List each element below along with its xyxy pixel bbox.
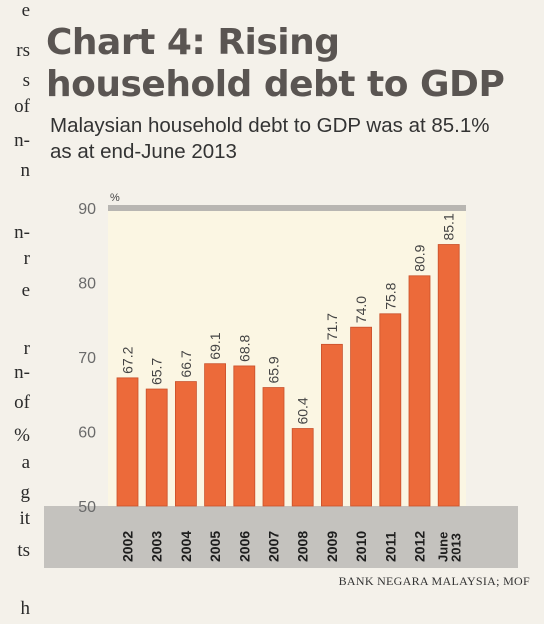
plot-area bbox=[108, 208, 466, 506]
x-tick-label: 2012 bbox=[412, 531, 428, 562]
bar-value-label: 60.4 bbox=[295, 397, 311, 424]
margin-letter: e bbox=[21, 280, 30, 301]
margin-letter: of bbox=[14, 392, 30, 413]
margin-letter: ts bbox=[17, 540, 30, 561]
x-tick-label: 2005 bbox=[207, 531, 223, 562]
bar-value-label: 74.0 bbox=[353, 296, 369, 323]
bar-value-label: 66.7 bbox=[178, 350, 194, 377]
bar-value-label: 67.2 bbox=[120, 346, 136, 373]
margin-letter: s bbox=[22, 70, 30, 91]
bar-value-label: 85.1 bbox=[441, 213, 457, 240]
chart-title: Chart 4: Rising household debt to GDP bbox=[46, 22, 505, 105]
x-tick-label: 2009 bbox=[324, 531, 340, 562]
bar bbox=[291, 428, 314, 507]
x-tick-label: 2007 bbox=[266, 531, 282, 562]
x-tick-label: 2002 bbox=[120, 531, 136, 562]
bar bbox=[408, 275, 431, 507]
margin-letter: of bbox=[14, 96, 30, 117]
bar-value-label: 65.7 bbox=[149, 358, 165, 385]
chart-source: BANK NEGARA MALAYSIA; MOF bbox=[338, 574, 530, 588]
bar bbox=[437, 244, 460, 507]
y-unit-label: % bbox=[110, 192, 120, 204]
margin-letter: r bbox=[23, 338, 30, 359]
x-tick-label: June2013 bbox=[436, 532, 464, 562]
y-tick-label: 50 bbox=[78, 499, 96, 516]
bar-value-label: 69.1 bbox=[207, 332, 223, 359]
bar bbox=[350, 326, 373, 507]
x-tick-label: 2003 bbox=[149, 531, 165, 562]
y-tick-label: 90 bbox=[78, 201, 96, 218]
bar bbox=[233, 365, 256, 507]
x-tick-label: 2011 bbox=[382, 531, 398, 562]
x-tick-label: 2004 bbox=[178, 531, 194, 562]
bar-value-label: 68.8 bbox=[236, 334, 252, 361]
bar bbox=[262, 387, 285, 507]
margin-letter: % bbox=[14, 425, 30, 446]
margin-letter: n- bbox=[14, 222, 30, 243]
margin-letter: n- bbox=[14, 362, 30, 383]
chart-subtitle: Malaysian household debt to GDP was at 8… bbox=[50, 114, 490, 163]
category-axis-band bbox=[44, 506, 518, 568]
bar bbox=[204, 363, 227, 507]
article-margin-text: e rs s of n-n n-r e r n-of% a g it ts h bbox=[0, 0, 30, 624]
bar bbox=[145, 388, 168, 507]
margin-letter: n bbox=[20, 160, 31, 181]
bar-value-label: 80.9 bbox=[412, 244, 428, 271]
bar bbox=[320, 343, 343, 507]
bar bbox=[116, 377, 139, 507]
x-tick-label: 2008 bbox=[295, 531, 311, 562]
margin-letter: e bbox=[21, 0, 30, 21]
margin-letter: it bbox=[19, 508, 30, 529]
margin-letter: r bbox=[23, 248, 30, 269]
y-tick-label: 80 bbox=[78, 276, 96, 293]
bar-value-label: 65.9 bbox=[266, 356, 282, 383]
y-tick-label: 60 bbox=[78, 425, 96, 442]
y-tick-label: 70 bbox=[78, 350, 96, 367]
bar-value-label: 71.7 bbox=[324, 313, 340, 340]
bar bbox=[379, 313, 402, 507]
bar-value-label: 75.8 bbox=[382, 282, 398, 309]
margin-letter: g bbox=[20, 482, 31, 503]
bar bbox=[174, 381, 197, 507]
margin-letter: n- bbox=[14, 130, 30, 151]
margin-letter: rs bbox=[16, 40, 30, 61]
margin-letter: h bbox=[20, 598, 31, 619]
top-rule bbox=[108, 205, 466, 211]
x-tick-label: 2006 bbox=[236, 531, 252, 562]
x-tick-label: 2010 bbox=[353, 531, 369, 562]
margin-letter: a bbox=[21, 452, 30, 473]
